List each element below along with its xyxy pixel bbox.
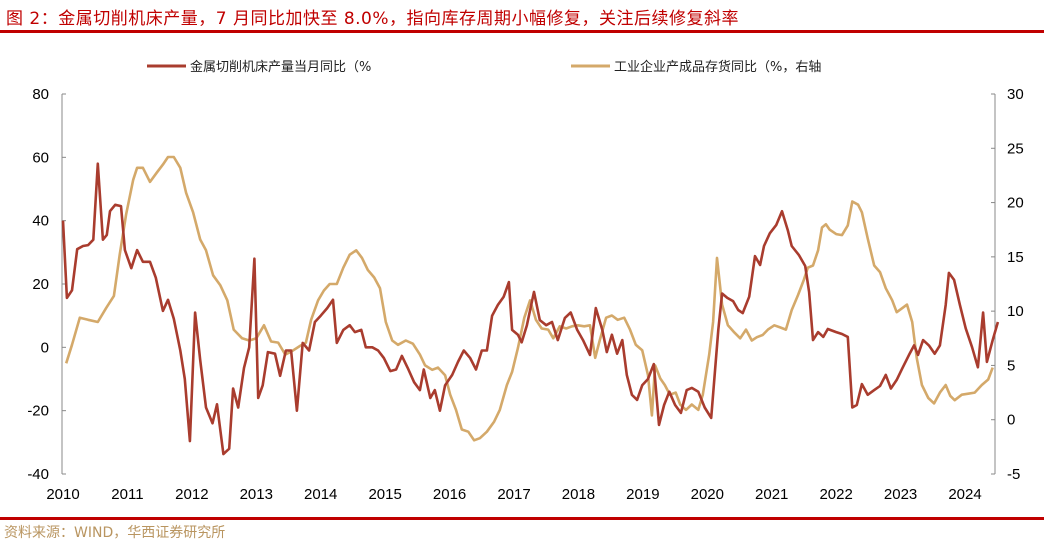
legend-label-gold: 工业企业产成品存货同比（%，右轴 <box>614 59 821 75</box>
x-tick-label: 2015 <box>368 486 401 503</box>
left-tick-label: 60 <box>32 149 49 166</box>
chart-title: 图 2：金属切削机床产量，7 月同比加快至 8.0%，指向库存周期小幅修复，关注… <box>6 9 740 29</box>
series-line-finished-goods-inventory <box>64 155 994 442</box>
right-tick-label: 5 <box>1007 357 1015 374</box>
series-line-machine-tool-output <box>61 162 1000 456</box>
x-tick-label: 2020 <box>691 486 724 503</box>
x-tick-label: 2010 <box>46 486 79 503</box>
legend: 金属切削机床产量当月同比（% 工业企业产成品存货同比（%，右轴 <box>147 59 821 75</box>
x-tick-label: 2022 <box>819 486 852 503</box>
right-tick-label: 25 <box>1007 140 1024 157</box>
left-tick-label: -40 <box>27 466 49 483</box>
x-tick-label: 2014 <box>304 486 337 503</box>
x-tick-label: 2019 <box>626 486 659 503</box>
x-tick-label: 2017 <box>497 486 530 503</box>
left-tick-label: 0 <box>41 339 49 356</box>
x-tick-label: 2012 <box>175 486 208 503</box>
right-tick-label: 0 <box>1007 412 1015 429</box>
right-tick-label: 10 <box>1007 303 1024 320</box>
footer-divider <box>0 517 1044 520</box>
left-tick-label: 40 <box>32 213 49 230</box>
right-tick-label: 30 <box>1007 86 1024 103</box>
right-tick-label: 20 <box>1007 195 1024 212</box>
x-tick-label: 2021 <box>755 486 788 503</box>
x-tick-label: 2011 <box>111 486 143 503</box>
right-tick-label: 15 <box>1007 249 1024 266</box>
left-tick-label: 20 <box>32 276 49 293</box>
x-tick-label: 2013 <box>240 486 273 503</box>
x-tick-label: 2016 <box>433 486 466 503</box>
right-tick-label: -5 <box>1007 466 1020 483</box>
source-note: 资料来源：WIND，华西证券研究所 <box>4 525 226 541</box>
left-tick-label: -20 <box>27 403 49 420</box>
title-divider <box>0 30 1044 33</box>
left-tick-label: 80 <box>32 86 49 103</box>
x-tick-label: 2024 <box>948 486 981 503</box>
legend-label-red: 金属切削机床产量当月同比（% <box>190 59 371 75</box>
x-tick-label: 2023 <box>884 486 917 503</box>
x-tick-label: 2018 <box>562 486 595 503</box>
